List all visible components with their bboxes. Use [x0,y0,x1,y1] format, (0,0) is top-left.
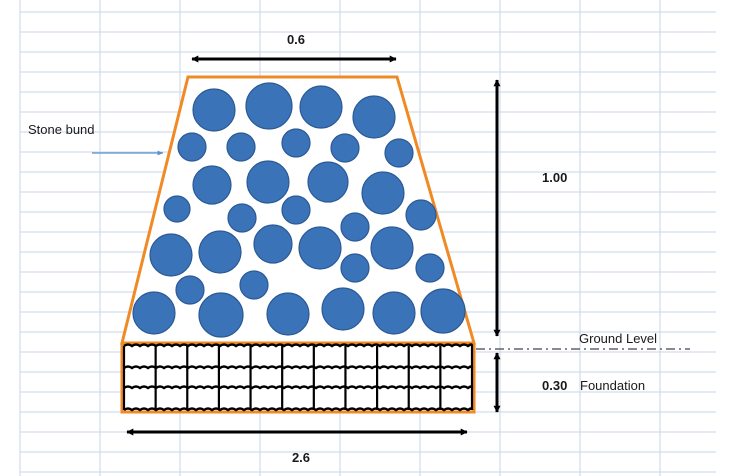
stone [281,128,311,158]
foundation-block [120,342,476,414]
stone [361,171,405,215]
stone [198,230,242,274]
stone [226,132,256,162]
ground-level-label: Ground Level [579,331,657,346]
brick-joint-horizontal [123,343,474,348]
stone [372,291,416,335]
stones-group [132,82,466,338]
stone [415,253,445,283]
base-width-label: 2.6 [292,450,310,465]
stone [298,226,342,270]
foundation-bricks [122,343,474,412]
stone-bund-label: Stone bund [28,122,95,137]
stone [239,270,269,300]
stone [253,224,293,264]
stone [132,291,176,335]
stone [321,287,365,331]
stone [307,161,349,203]
stone [340,253,370,283]
stone [405,199,437,231]
foundation-depth-label: 0.30 [542,378,567,393]
stone [192,88,236,132]
brick-joint-horizontal [123,365,474,370]
stone [384,138,414,168]
stone [177,132,207,162]
stone [198,292,244,338]
height-label: 1.00 [542,170,567,185]
brick-joint-horizontal [123,385,474,390]
foundation-label: Foundation [580,378,645,393]
stone [245,82,293,130]
stone [163,195,191,223]
stone [227,203,257,233]
stone [192,165,232,205]
stone [340,212,370,242]
foundation-outline [120,342,476,414]
stone [370,226,414,270]
stone [352,95,396,139]
stone [149,233,193,277]
stone [266,292,310,336]
top-width-label: 0.6 [287,32,305,47]
stone [281,195,311,225]
stone [175,275,205,305]
stone [299,85,343,129]
stone [420,288,466,334]
brick-joint-horizontal [123,407,474,412]
stone [246,160,290,204]
stone [330,133,360,163]
